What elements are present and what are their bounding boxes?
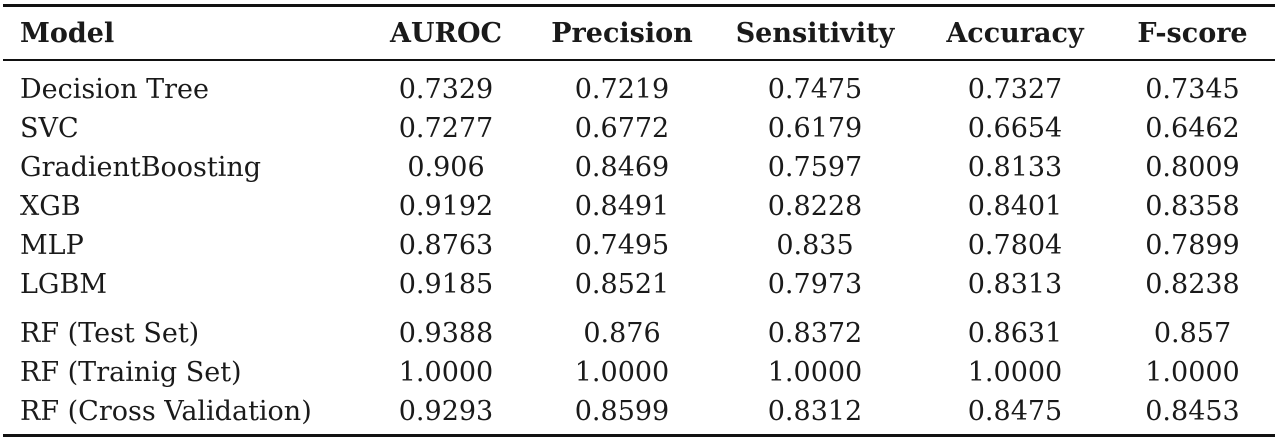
cell-auroc: 0.9185 [398, 269, 494, 300]
table-row: GradientBoosting 0.906 0.8469 0.7597 0.8… [3, 148, 1275, 187]
cell-auroc: 0.9388 [398, 318, 494, 349]
cell-model: Decision Tree [20, 74, 209, 105]
cell-precision: 1.0000 [574, 357, 670, 388]
cell-accuracy: 0.8631 [967, 318, 1063, 349]
cell-accuracy: 0.6654 [967, 113, 1063, 144]
header-sensitivity: Sensitivity [735, 17, 895, 49]
cell-auroc: 0.7277 [398, 113, 494, 144]
cell-sensitivity: 0.7597 [767, 152, 863, 183]
cell-sensitivity: 0.6179 [767, 113, 863, 144]
cell-precision: 0.8521 [574, 269, 670, 300]
header-fscore: F-score [1137, 17, 1248, 49]
header-model: Model [20, 17, 115, 49]
cell-auroc: 0.9192 [398, 191, 494, 222]
cell-model: RF (Trainig Set) [20, 357, 242, 388]
cell-fscore: 1.0000 [1145, 357, 1240, 388]
results-table: Model AUROC Precision Sensitivity Accura… [3, 4, 1275, 437]
cell-fscore: 0.8453 [1145, 396, 1240, 427]
cell-precision: 0.7495 [574, 230, 670, 261]
cell-accuracy: 0.8313 [967, 269, 1063, 300]
cell-precision: 0.8469 [574, 152, 670, 183]
group-random-forest: RF (Test Set) 0.9388 0.876 0.8372 0.8631… [3, 314, 1275, 431]
cell-auroc: 0.906 [407, 152, 485, 183]
cell-model: RF (Test Set) [20, 318, 200, 349]
cell-model: MLP [20, 230, 84, 261]
cell-model: LGBM [20, 269, 107, 300]
cell-sensitivity: 0.8312 [767, 396, 863, 427]
cell-model: RF (Cross Validation) [20, 396, 312, 427]
header-auroc: AUROC [390, 17, 502, 49]
cell-fscore: 0.7345 [1145, 74, 1240, 105]
header-accuracy: Accuracy [946, 17, 1084, 49]
table-row: RF (Cross Validation) 0.9293 0.8599 0.83… [3, 392, 1275, 431]
cell-accuracy: 0.7804 [967, 230, 1063, 261]
cell-model: SVC [20, 113, 79, 144]
cell-accuracy: 0.8133 [967, 152, 1063, 183]
table-row: LGBM 0.9185 0.8521 0.7973 0.8313 0.8238 [3, 265, 1275, 304]
table-row: Decision Tree 0.7329 0.7219 0.7475 0.732… [3, 70, 1275, 109]
cell-precision: 0.876 [583, 318, 661, 349]
top-rule [3, 4, 1275, 7]
cell-sensitivity: 0.8228 [767, 191, 863, 222]
cell-model: GradientBoosting [20, 152, 262, 183]
cell-fscore: 0.8009 [1145, 152, 1240, 183]
table-row: SVC 0.7277 0.6772 0.6179 0.6654 0.6462 [3, 109, 1275, 148]
cell-precision: 0.7219 [574, 74, 670, 105]
cell-fscore: 0.8358 [1145, 191, 1240, 222]
cell-fscore: 0.7899 [1145, 230, 1240, 261]
group-baseline-models: Decision Tree 0.7329 0.7219 0.7475 0.732… [3, 70, 1275, 304]
cell-fscore: 0.6462 [1145, 113, 1240, 144]
table-row: RF (Test Set) 0.9388 0.876 0.8372 0.8631… [3, 314, 1275, 353]
table-row: MLP 0.8763 0.7495 0.835 0.7804 0.7899 [3, 226, 1275, 265]
cell-sensitivity: 0.7475 [767, 74, 863, 105]
cell-fscore: 0.8238 [1145, 269, 1240, 300]
cell-sensitivity: 0.7973 [767, 269, 863, 300]
cell-auroc: 0.7329 [398, 74, 494, 105]
cell-accuracy: 1.0000 [967, 357, 1063, 388]
cell-accuracy: 0.7327 [967, 74, 1063, 105]
table-row: XGB 0.9192 0.8491 0.8228 0.8401 0.8358 [3, 187, 1275, 226]
cell-model: XGB [20, 191, 81, 222]
header-precision: Precision [551, 17, 693, 49]
cell-precision: 0.8599 [574, 396, 670, 427]
cell-fscore: 0.857 [1153, 318, 1232, 349]
table-row: RF (Trainig Set) 1.0000 1.0000 1.0000 1.… [3, 353, 1275, 392]
cell-precision: 0.8491 [574, 191, 670, 222]
cell-accuracy: 0.8475 [967, 396, 1063, 427]
cell-auroc: 0.8763 [398, 230, 494, 261]
cell-precision: 0.6772 [574, 113, 670, 144]
table-header-row: Model AUROC Precision Sensitivity Accura… [3, 7, 1275, 59]
cell-sensitivity: 0.835 [776, 230, 854, 261]
header-rule [3, 59, 1275, 61]
bottom-rule [3, 434, 1275, 437]
cell-auroc: 1.0000 [398, 357, 494, 388]
cell-auroc: 0.9293 [398, 396, 494, 427]
cell-accuracy: 0.8401 [967, 191, 1063, 222]
cell-sensitivity: 1.0000 [767, 357, 863, 388]
cell-sensitivity: 0.8372 [767, 318, 863, 349]
